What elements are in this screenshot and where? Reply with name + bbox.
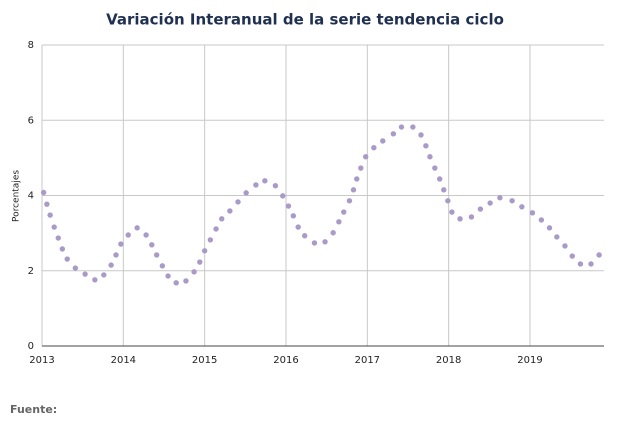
point	[183, 278, 189, 284]
point	[51, 224, 57, 230]
point	[330, 230, 336, 236]
point	[262, 178, 268, 184]
point	[113, 252, 119, 258]
point	[243, 190, 249, 196]
point	[219, 216, 225, 222]
point	[423, 143, 429, 149]
point	[227, 208, 233, 214]
x-tick-label: 2013	[29, 355, 54, 366]
point	[134, 225, 140, 231]
point	[390, 131, 397, 137]
point	[358, 165, 364, 171]
point	[253, 182, 259, 188]
point	[354, 176, 360, 182]
point	[64, 256, 70, 262]
point	[235, 199, 241, 205]
point	[418, 132, 424, 138]
point	[92, 277, 98, 283]
point	[341, 209, 347, 215]
point	[118, 241, 124, 247]
point	[197, 259, 203, 265]
point	[569, 253, 575, 259]
source: Fuente:	[10, 403, 57, 416]
point	[153, 252, 160, 258]
x-tick-label: 2017	[355, 355, 380, 366]
point	[538, 217, 545, 223]
point	[191, 269, 197, 275]
point	[165, 273, 171, 279]
point	[125, 232, 131, 238]
point	[207, 237, 214, 243]
point	[350, 187, 357, 193]
point	[82, 271, 88, 277]
point	[213, 226, 219, 232]
point	[322, 239, 328, 245]
point	[290, 213, 297, 219]
point	[371, 145, 377, 151]
point	[449, 209, 455, 215]
y-tick-label: 0	[28, 341, 34, 352]
point	[272, 183, 279, 189]
x-tick-label: 2019	[517, 355, 542, 366]
point	[302, 233, 308, 239]
point	[519, 204, 525, 210]
point	[441, 187, 447, 193]
point	[554, 234, 560, 240]
point	[108, 262, 114, 268]
point	[149, 242, 155, 248]
point	[40, 189, 47, 196]
point	[596, 252, 602, 258]
point	[55, 235, 61, 241]
point	[101, 272, 107, 278]
point	[509, 198, 515, 204]
point	[445, 198, 451, 204]
x-tick-label: 2014	[111, 355, 136, 366]
point	[398, 124, 405, 130]
y-tick-label: 2	[28, 266, 34, 277]
point	[280, 193, 286, 199]
point	[59, 246, 66, 252]
point	[529, 210, 536, 216]
point	[336, 219, 342, 225]
point	[47, 212, 53, 218]
point	[437, 176, 443, 182]
y-tick-label: 4	[28, 191, 34, 202]
y-tick-label: 6	[28, 115, 34, 126]
point	[588, 261, 594, 267]
point	[432, 165, 438, 171]
point	[562, 243, 568, 249]
point	[457, 216, 463, 222]
point	[487, 200, 493, 206]
point	[380, 138, 386, 144]
point	[497, 195, 503, 201]
point	[410, 124, 416, 130]
point	[143, 232, 149, 238]
point	[577, 261, 584, 267]
point	[346, 198, 353, 204]
point	[44, 201, 50, 207]
point	[201, 248, 208, 254]
point	[72, 265, 79, 271]
y-axis-label: Porcentajes	[12, 170, 22, 222]
point	[295, 224, 301, 230]
point	[427, 154, 433, 160]
point	[173, 280, 179, 286]
point	[311, 240, 318, 246]
point	[285, 203, 292, 209]
y-tick-label: 8	[28, 40, 34, 51]
point	[546, 225, 553, 231]
point	[468, 214, 475, 220]
x-tick-label: 2018	[436, 355, 461, 366]
x-tick-label: 2016	[273, 355, 298, 366]
chart-title: Variación Interanual de la serie tendenc…	[106, 11, 504, 29]
point	[362, 154, 369, 160]
point	[159, 263, 166, 269]
point	[477, 206, 484, 212]
x-tick-label: 2015	[192, 355, 217, 366]
